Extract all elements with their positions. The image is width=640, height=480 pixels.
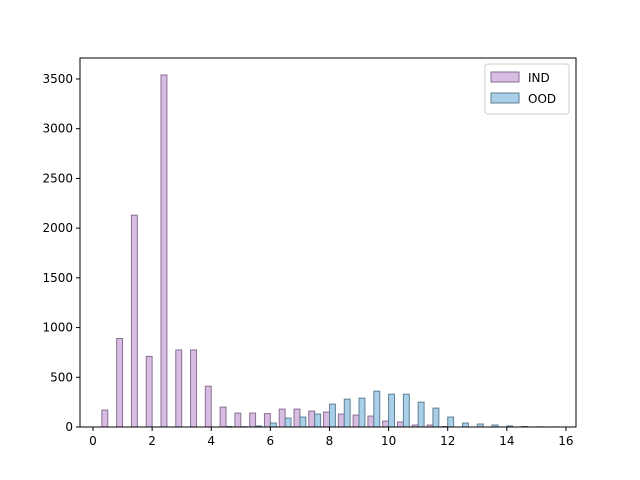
x-tick-label: 0: [89, 434, 97, 448]
y-tick-label: 2000: [42, 221, 73, 235]
bar: [447, 416, 455, 428]
bar: [432, 407, 440, 428]
bar: [175, 349, 183, 428]
axes-frame: [79, 57, 577, 428]
bar: [388, 393, 396, 428]
bar: [328, 403, 336, 428]
x-tick-label: 4: [207, 434, 215, 448]
bar: [402, 393, 410, 428]
bar: [293, 408, 301, 428]
bar: [323, 411, 330, 428]
bar: [382, 420, 390, 428]
legend-swatch: [490, 71, 520, 83]
legend-label: IND: [528, 71, 550, 85]
y-tick-label: 2500: [42, 171, 73, 185]
bar: [461, 422, 469, 428]
bar: [116, 338, 124, 428]
bar: [396, 421, 404, 428]
bar: [417, 401, 425, 428]
bar: [190, 349, 197, 428]
x-tick-label: 6: [267, 434, 275, 448]
bar: [343, 398, 351, 428]
bar: [145, 355, 153, 428]
bar: [337, 413, 345, 428]
bar: [219, 406, 227, 428]
bar: [278, 408, 286, 428]
y-tick-label: 1500: [42, 271, 73, 285]
bar: [101, 409, 109, 428]
bar: [263, 413, 271, 428]
legend: IND OOD: [484, 63, 570, 115]
bar: [160, 74, 168, 428]
bar: [308, 410, 316, 428]
bar: [299, 416, 307, 428]
y-tick-label: 1000: [42, 321, 73, 335]
bar: [249, 412, 257, 428]
bar: [269, 422, 277, 428]
bar: [130, 214, 138, 428]
bar: [358, 397, 366, 428]
bar: [234, 412, 242, 428]
bar: [284, 417, 292, 428]
bar: [352, 414, 360, 428]
y-tick-label: 500: [50, 370, 73, 384]
legend-swatch: [490, 92, 520, 104]
x-tick-label: 10: [381, 434, 396, 448]
x-tick-label: 2: [148, 434, 156, 448]
bar: [367, 415, 375, 428]
x-tick-label: 8: [326, 434, 334, 448]
bar: [314, 413, 322, 428]
bar: [204, 385, 212, 428]
x-tick-label: 14: [499, 434, 514, 448]
bar: [373, 390, 381, 428]
x-tick-label: 12: [440, 434, 455, 448]
legend-label: OOD: [528, 92, 556, 106]
y-tick-label: 3500: [42, 72, 73, 86]
y-tick-label: 3000: [42, 122, 73, 136]
x-tick-label: 16: [558, 434, 573, 448]
y-tick-label: 0: [65, 420, 73, 434]
